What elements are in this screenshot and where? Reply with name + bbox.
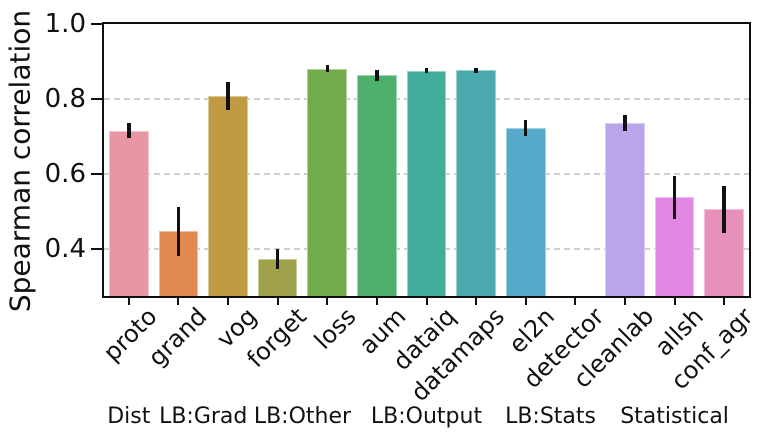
x-tick-cleanlab	[623, 297, 626, 305]
y-tick-1.0	[91, 23, 102, 25]
y-tick-label-0.4: 0.4	[44, 234, 86, 265]
y-tick-0.8	[91, 98, 102, 101]
bar-aum	[357, 75, 397, 296]
group-label-statistical: Statistical	[620, 404, 729, 429]
bar-loss	[307, 68, 348, 296]
x-tick-dataiq	[425, 297, 428, 305]
error-bar-allsh	[672, 175, 677, 219]
bar-cleanlab	[605, 123, 645, 296]
error-bar-cleanlab	[623, 114, 627, 132]
x-tick-conf_agr	[723, 297, 726, 305]
group-label-lb-grad: LB:Grad	[159, 404, 248, 429]
error-bar-conf_agr	[722, 185, 726, 233]
error-bar-dataiq	[424, 67, 429, 74]
x-tick-label-loss: loss	[308, 302, 362, 355]
y-tick-0.4	[91, 248, 102, 251]
y-tick-0.6	[91, 173, 102, 176]
error-bar-grand	[176, 206, 181, 257]
y-tick-label-1.0: 1.0	[44, 9, 86, 39]
bar-proto	[108, 130, 149, 296]
error-bar-proto	[127, 123, 131, 138]
error-bar-datamaps	[474, 67, 478, 73]
bar-el2n	[505, 127, 546, 296]
x-tick-grand	[177, 297, 180, 305]
y-tick-label-0.6: 0.6	[44, 159, 86, 190]
x-tick-aum	[375, 297, 378, 305]
group-label-dist: Dist	[107, 404, 151, 429]
plot-area	[104, 24, 749, 296]
x-tick-allsh	[673, 297, 676, 305]
error-bar-el2n	[523, 120, 528, 136]
x-tick-vog	[227, 297, 230, 305]
x-tick-detector	[574, 297, 577, 305]
x-tick-proto	[127, 297, 130, 305]
x-tick-loss	[326, 297, 329, 305]
bar-conf_agr	[704, 209, 745, 296]
group-label-lb-other: LB:Other	[253, 404, 352, 429]
y-tick-label-0.8: 0.8	[44, 84, 86, 115]
x-tick-forget	[276, 297, 279, 305]
bar-vog	[208, 96, 248, 296]
group-label-lb-output: LB:Output	[370, 404, 483, 429]
bar-dataiq	[406, 70, 447, 296]
error-bar-aum	[375, 69, 379, 82]
error-bar-loss	[325, 65, 330, 73]
error-bar-vog	[226, 82, 230, 110]
x-tick-el2n	[524, 297, 527, 305]
bar-datamaps	[456, 70, 496, 296]
x-tick-datamaps	[475, 297, 478, 305]
group-label-lb-stats: LB:Stats	[505, 404, 596, 429]
error-bar-forget	[275, 249, 280, 270]
